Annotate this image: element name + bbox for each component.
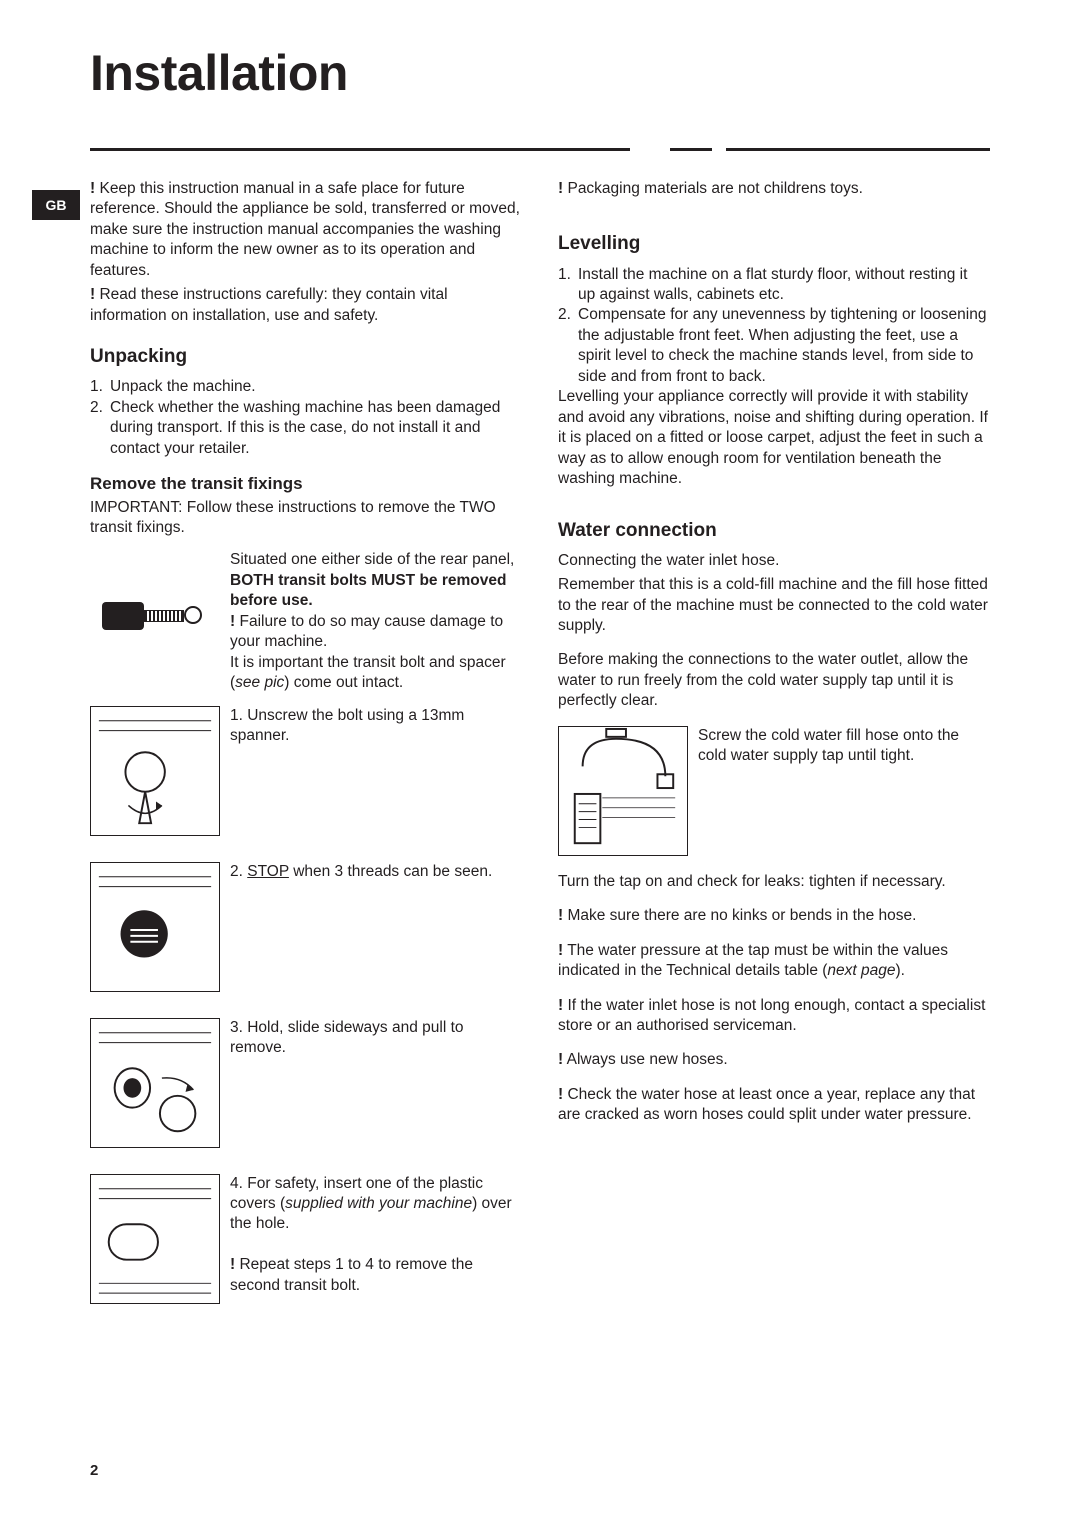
page-title: Installation (90, 44, 990, 102)
text-underline: STOP (247, 863, 289, 880)
bolt-illustration (90, 550, 220, 680)
step-1: 1. Unscrew the bolt using a 13mm spanner… (90, 706, 520, 836)
language-badge: GB (32, 190, 80, 220)
tap-illustration (558, 726, 688, 856)
water-heading: Water connection (558, 518, 988, 543)
text: ). (896, 962, 905, 979)
step-4-illustration (90, 1174, 220, 1304)
spanner-icon (91, 707, 219, 835)
text-italic: supplied with your machine (285, 1195, 472, 1212)
list-item: 1.Unpack the machine. (90, 377, 520, 397)
text: Always use new hoses. (563, 1051, 728, 1068)
text: when 3 threads can be seen. (289, 863, 492, 880)
page: GB Installation ! Keep this instruction … (0, 0, 1080, 1515)
divider (90, 148, 990, 151)
list-text: Check whether the washing machine has be… (110, 398, 520, 459)
right-column: ! Packaging materials are not childrens … (558, 179, 988, 1304)
tap-figure: Screw the cold water fill hose onto the … (558, 726, 988, 856)
text: Situated one either side of the rear pan… (230, 551, 514, 568)
intro-1-text: Keep this instruction manual in a safe p… (90, 180, 520, 279)
warn-4: ! Always use new hoses. (558, 1050, 988, 1070)
intro-2-text: Read these instructions carefully: they … (90, 286, 448, 323)
bolt-text: Situated one either side of the rear pan… (230, 550, 520, 693)
list-item: 2.Check whether the washing machine has … (90, 398, 520, 459)
step-1-text: 1. Unscrew the bolt using a 13mm spanner… (230, 706, 520, 747)
page-number: 2 (90, 1462, 98, 1479)
leak-text: Turn the tap on and check for leaks: tig… (558, 872, 988, 892)
unpacking-heading: Unpacking (90, 344, 520, 369)
water-p2: Remember that this is a cold-fill machin… (558, 575, 988, 636)
text-italic: next page (827, 962, 895, 979)
threads-icon (91, 863, 219, 991)
text: 2. (230, 863, 247, 880)
levelling-heading: Levelling (558, 231, 988, 256)
list-text: Compensate for any unevenness by tighten… (578, 305, 988, 387)
tap-text: Screw the cold water fill hose onto the … (698, 726, 988, 767)
text: ) come out intact. (284, 674, 403, 691)
step-3: 3. Hold, slide sideways and pull to remo… (90, 1018, 520, 1148)
transit-intro: IMPORTANT: Follow these instructions to … (90, 498, 520, 539)
water-p3: Before making the connections to the wat… (558, 650, 988, 711)
warn-5: ! Check the water hose at least once a y… (558, 1085, 988, 1126)
transit-heading: Remove the transit fixings (90, 473, 520, 495)
step-3-text: 3. Hold, slide sideways and pull to remo… (230, 1018, 520, 1059)
step-2-illustration (90, 862, 220, 992)
intro-1: ! Keep this instruction manual in a safe… (90, 179, 520, 281)
step-4-text: 4. For safety, insert one of the plastic… (230, 1174, 520, 1297)
water-p1: Connecting the water inlet hose. (558, 551, 988, 571)
text: Make sure there are no kinks or bends in… (563, 907, 916, 924)
step-2: 2. STOP when 3 threads can be seen. (90, 862, 520, 992)
text: Failure to do so may cause damage to you… (230, 613, 503, 650)
step-3-illustration (90, 1018, 220, 1148)
warn-3: ! If the water inlet hose is not long en… (558, 996, 988, 1037)
transit-bolt-figure: Situated one either side of the rear pan… (90, 550, 520, 693)
list-item: 2.Compensate for any unevenness by tight… (558, 305, 988, 387)
packaging-warning: ! Packaging materials are not childrens … (558, 179, 988, 199)
step-4: 4. For safety, insert one of the plastic… (90, 1174, 520, 1304)
text: Packaging materials are not childrens to… (563, 180, 863, 197)
warn-1: ! Make sure there are no kinks or bends … (558, 906, 988, 926)
list-text: Unpack the machine. (110, 377, 520, 397)
intro-2: ! Read these instructions carefully: the… (90, 285, 520, 326)
text: Check the water hose at least once a yea… (558, 1086, 975, 1123)
text-bold: BOTH transit bolts MUST be removed befor… (230, 572, 506, 609)
list-item: 1.Install the machine on a flat sturdy f… (558, 265, 988, 306)
unpacking-list: 1.Unpack the machine. 2.Check whether th… (90, 377, 520, 459)
remove-icon (91, 1019, 219, 1147)
text-italic: see pic (235, 674, 284, 691)
text: Repeat steps 1 to 4 to remove the second… (230, 1256, 473, 1293)
step-1-illustration (90, 706, 220, 836)
columns: ! Keep this instruction manual in a safe… (90, 179, 990, 1304)
cover-icon (91, 1175, 219, 1303)
levelling-para: Levelling your appliance correctly will … (558, 387, 988, 489)
warn-2: ! The water pressure at the tap must be … (558, 941, 988, 982)
levelling-list: 1.Install the machine on a flat sturdy f… (558, 265, 988, 388)
step-2-text: 2. STOP when 3 threads can be seen. (230, 862, 520, 882)
list-text: Install the machine on a flat sturdy flo… (578, 265, 988, 306)
tap-icon (559, 727, 687, 855)
left-column: ! Keep this instruction manual in a safe… (90, 179, 520, 1304)
text: If the water inlet hose is not long enou… (558, 997, 985, 1034)
